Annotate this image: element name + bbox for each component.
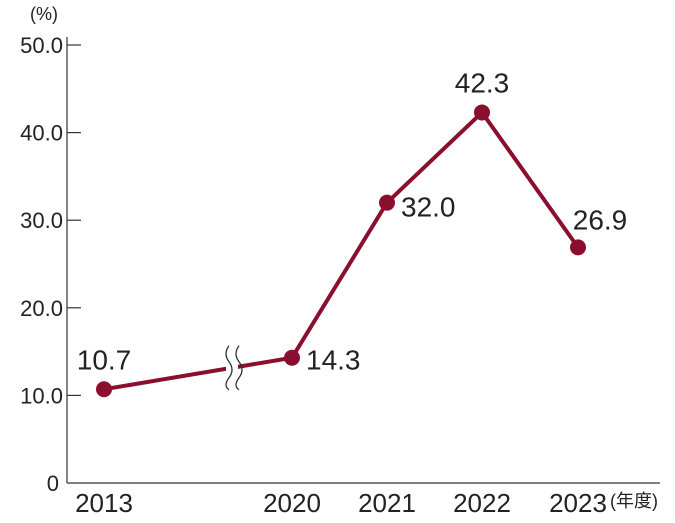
data-point (96, 381, 112, 398)
y-tick-label: 30.0 (20, 208, 63, 233)
y-tick-label: 20.0 (20, 296, 63, 321)
data-point (284, 349, 300, 366)
x-tick-label: 2022 (453, 488, 511, 518)
axis-break-mark (235, 345, 243, 391)
y-tick-label: 10.0 (20, 383, 63, 408)
data-label: 26.9 (573, 204, 628, 235)
data-labels: 10.7 14.3 32.0 42.3 26.9 (77, 67, 628, 375)
x-tick-label: 2013 (75, 488, 133, 518)
data-label: 32.0 (401, 192, 456, 223)
data-label: 42.3 (455, 67, 510, 98)
data-point (474, 104, 490, 121)
x-tick-label: 2020 (263, 488, 321, 518)
data-point (379, 194, 395, 211)
y-axis-unit: (%) (30, 4, 58, 24)
series-line (96, 104, 586, 398)
data-point (570, 239, 586, 256)
data-label: 10.7 (77, 344, 132, 375)
x-tick-label: 2023 (549, 488, 607, 518)
data-label: 14.3 (306, 345, 361, 376)
y-tick-label: 50.0 (20, 33, 63, 58)
y-tick-label: 40.0 (20, 121, 63, 146)
y-tick-label: 0 (47, 471, 59, 496)
axis-break-mark (225, 345, 233, 391)
axes: 0 10.0 20.0 30.0 40.0 50.0 2013 2020 2021 2022 202… (20, 33, 660, 518)
x-tick-label: 2021 (358, 488, 416, 518)
x-axis-unit: (年度) (610, 491, 658, 511)
